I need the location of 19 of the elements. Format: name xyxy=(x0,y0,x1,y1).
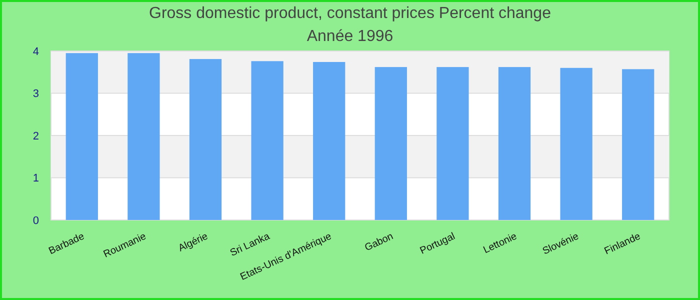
bar xyxy=(436,67,469,220)
chart-title: Gross domestic product, constant prices Percent change xyxy=(149,5,552,22)
chart-subtitle: Année 1996 xyxy=(306,28,394,45)
bar xyxy=(560,68,592,220)
bar xyxy=(251,61,284,220)
y-tick-label: 0 xyxy=(32,214,39,227)
y-tick-label: 4 xyxy=(32,46,39,58)
bar xyxy=(498,67,531,220)
bar xyxy=(66,53,98,220)
bar xyxy=(622,69,654,220)
bar xyxy=(128,53,160,220)
y-tick-label: 2 xyxy=(32,130,39,142)
x-tick-label: Gabon xyxy=(363,231,396,254)
bar xyxy=(189,59,222,220)
y-tick-label: 3 xyxy=(32,88,39,100)
bar xyxy=(374,67,407,220)
x-tick-label: Sri Lanka xyxy=(228,230,272,259)
bar xyxy=(313,62,346,220)
y-tick-label: 1 xyxy=(32,172,39,185)
